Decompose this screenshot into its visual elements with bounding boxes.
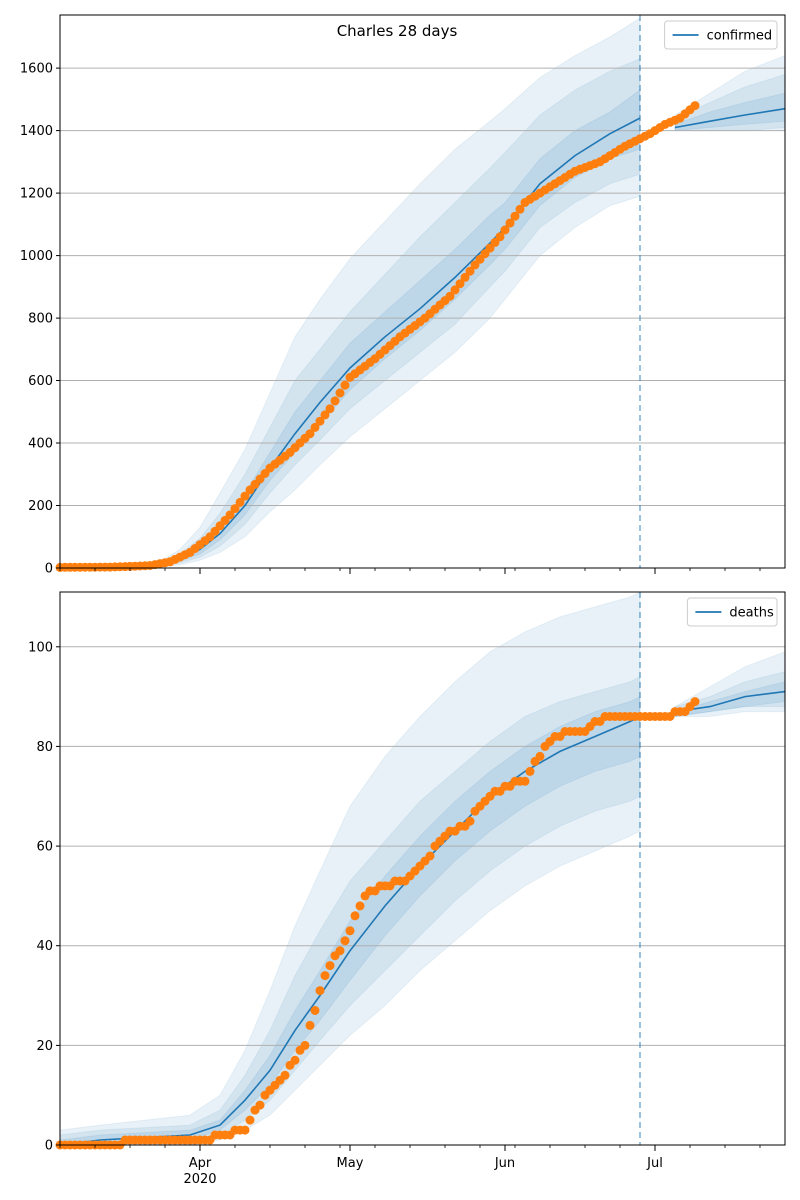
deaths-observed-point xyxy=(280,1070,290,1080)
confirmed-model-line-forecast xyxy=(674,107,786,129)
x-tick-year-label: 2020 xyxy=(183,1172,216,1187)
confirmed-y-tick-label: 1000 xyxy=(20,249,53,264)
chart-title: Charles 28 days xyxy=(337,22,458,40)
x-tick-label: May xyxy=(337,1156,364,1171)
confirmed-observed-point xyxy=(325,404,335,414)
confirmed-observed-point xyxy=(225,510,235,520)
confirmed-y-tick-label: 200 xyxy=(28,499,53,514)
deaths-observed-point xyxy=(245,1115,255,1125)
confirmed-observed-point xyxy=(330,396,340,406)
confirmed-y-tick-label: 0 xyxy=(45,562,53,577)
confirmed-observed-point xyxy=(690,101,700,111)
confirmed-observed-point xyxy=(240,491,250,501)
confirmed-observed-point xyxy=(310,422,320,432)
confirmed-y-axis: 0 200 400 600 800 1000 1200 1400 1600 xyxy=(20,62,60,577)
confirmed-observed-point xyxy=(500,225,510,235)
deaths-y-tick-label: 100 xyxy=(28,640,53,655)
confirmed-plot-frame xyxy=(59,14,786,569)
deaths-y-tick-label: 0 xyxy=(45,1139,53,1154)
deaths-plot-frame xyxy=(59,591,786,1146)
deaths-y-axis: 0 20 40 60 80 100 xyxy=(28,640,60,1154)
confirmed-observed-point xyxy=(465,266,475,276)
deaths-y-tick-label: 80 xyxy=(36,740,53,755)
confirmed-observed-point xyxy=(460,272,470,282)
confirmed-observed-point xyxy=(505,218,515,228)
deaths-model-line-fit xyxy=(59,715,641,1146)
confirmed-chart: 0 200 400 600 800 1000 1200 1400 1600 Charles 28… xyxy=(20,14,786,577)
deaths-observed-point xyxy=(340,936,350,946)
deaths-y-tick-label: 60 xyxy=(36,840,53,855)
deaths-observed-point xyxy=(310,1006,320,1015)
confirmed-observed-point xyxy=(340,380,350,390)
confirmed-observed-point xyxy=(230,504,240,514)
deaths-observed-point xyxy=(520,776,530,786)
confirmed-observed-points xyxy=(55,101,700,572)
x-tick-label: Apr xyxy=(189,1156,212,1171)
deaths-observed-point xyxy=(255,1100,265,1110)
deaths-y-tick-label: 20 xyxy=(36,1039,53,1054)
confirmed-legend-label: confirmed xyxy=(707,29,773,44)
confirmed-observed-point xyxy=(455,279,465,289)
deaths-legend-box xyxy=(686,597,778,627)
confirmed-observed-point xyxy=(320,410,330,420)
x-tick-label: Jul xyxy=(646,1156,663,1171)
confirmed-observed-point xyxy=(495,232,505,242)
confirmed-observed-point xyxy=(235,497,245,507)
deaths-y-tick-label: 40 xyxy=(36,939,53,954)
confirmed-y-tick-label: 1400 xyxy=(20,124,53,139)
confirmed-y-tick-label: 1600 xyxy=(20,62,53,77)
confirmed-observed-point xyxy=(305,429,315,439)
confirmed-y-tick-label: 1200 xyxy=(20,187,53,202)
deaths-observed-point xyxy=(465,816,475,826)
x-tick-label: Jun xyxy=(494,1156,515,1171)
confirmed-y-tick-label: 400 xyxy=(28,437,53,452)
deaths-band-0-fit xyxy=(59,591,641,1146)
deaths-observed-point xyxy=(525,766,535,776)
deaths-observed-point xyxy=(315,986,325,996)
deaths-observed-point xyxy=(425,851,435,861)
deaths-observed-point xyxy=(335,946,345,956)
deaths-observed-point xyxy=(355,901,365,911)
deaths-observed-point xyxy=(240,1125,250,1135)
confirmed-y-tick-label: 600 xyxy=(28,374,53,389)
confirmed-observed-point xyxy=(315,416,325,426)
deaths-observed-point xyxy=(350,911,360,921)
confirmed-observed-point xyxy=(510,211,520,221)
deaths-observed-point xyxy=(320,971,330,981)
deaths-observed-point xyxy=(290,1055,300,1065)
deaths-observed-point xyxy=(345,926,355,936)
deaths-observed-point xyxy=(325,961,335,971)
deaths-legend-label: deaths xyxy=(729,606,774,621)
deaths-observed-points xyxy=(55,697,700,1150)
deaths-observed-point xyxy=(690,697,700,707)
confirmed-legend-box xyxy=(664,20,778,50)
confirmed-observed-point xyxy=(515,204,525,214)
confirmed-y-tick-label: 800 xyxy=(28,312,53,327)
confirmed-legend: confirmed xyxy=(664,20,778,50)
confirmed-observed-point xyxy=(335,388,345,398)
deaths-observed-point xyxy=(535,751,545,761)
deaths-observed-point xyxy=(300,1040,310,1050)
deaths-legend: deaths xyxy=(686,597,778,627)
confirmed-observed-point xyxy=(450,285,460,295)
deaths-observed-point xyxy=(305,1020,315,1030)
confirmed-observed-point xyxy=(445,291,455,301)
